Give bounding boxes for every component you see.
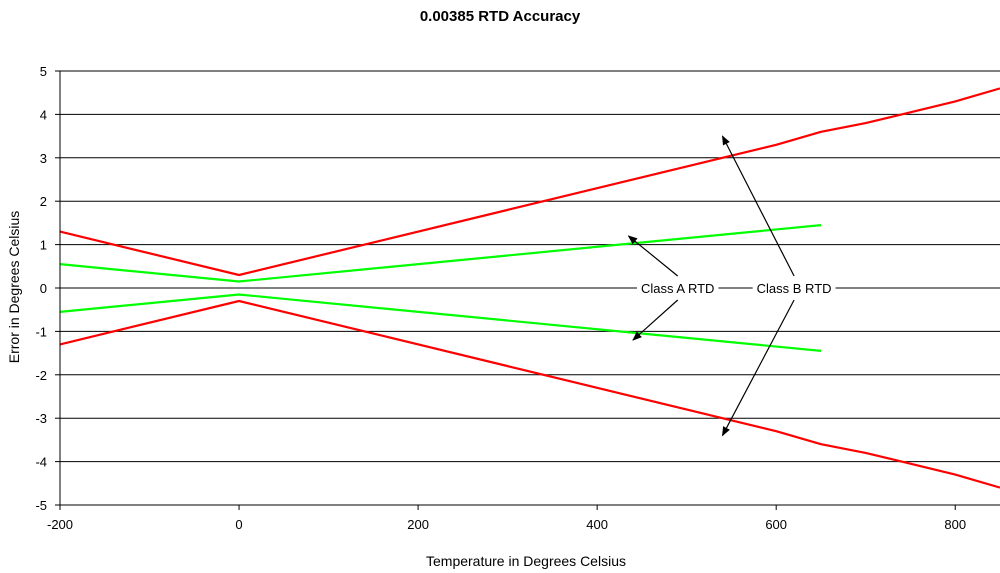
series-line-2 xyxy=(59,299,1000,489)
x-tick-label: 400 xyxy=(586,517,608,532)
series-line-4 xyxy=(59,293,822,352)
annotation-arrow xyxy=(627,235,679,277)
annotation-arrow xyxy=(721,299,795,437)
annotation-label-bg xyxy=(752,278,836,298)
y-tick-label: 2 xyxy=(40,194,47,209)
series-lines xyxy=(59,87,1000,489)
annotation-label: Class A RTD xyxy=(641,281,714,296)
annotation-1: Class A RTD xyxy=(627,235,719,341)
axes xyxy=(55,70,1000,510)
y-tick-label: 4 xyxy=(40,107,47,122)
y-axis-label: Error in Degrees Celsius xyxy=(6,211,22,364)
annotation-arrow xyxy=(721,135,795,277)
y-tick-label: 3 xyxy=(40,151,47,166)
series-line-3 xyxy=(59,224,822,283)
annotation-label-bg xyxy=(636,278,719,298)
x-tick-label: -200 xyxy=(47,517,73,532)
x-tick-label: 0 xyxy=(235,517,242,532)
y-tick-label: -3 xyxy=(35,411,47,426)
y-tick-label: -4 xyxy=(35,455,47,470)
series-line-1 xyxy=(59,87,1000,277)
y-tick-label: -1 xyxy=(35,324,47,339)
y-tick-label: 5 xyxy=(40,64,47,79)
x-axis-label: Temperature in Degrees Celsius xyxy=(426,553,626,569)
y-tick-label: -5 xyxy=(35,498,47,513)
chart-title: 0.00385 RTD Accuracy xyxy=(419,8,581,25)
x-tick-label: 600 xyxy=(765,517,787,532)
y-tick-label: -2 xyxy=(35,368,47,383)
y-tick-label: 0 xyxy=(40,281,47,296)
annotations: Class A RTD Class B RTD xyxy=(627,135,836,437)
x-tick-label: 800 xyxy=(944,517,966,532)
tick-labels: 5 4 3 2 1 0 -1 -2 -3 -4 -5-200 0 200 400 600 800 xyxy=(35,64,966,532)
annotation-label: Class B RTD xyxy=(757,281,832,296)
annotation-arrow xyxy=(632,299,679,341)
y-tick-label: 1 xyxy=(40,238,47,253)
annotation-2: Class B RTD xyxy=(721,135,836,437)
x-tick-label: 200 xyxy=(407,517,429,532)
gridlines xyxy=(60,70,1000,506)
